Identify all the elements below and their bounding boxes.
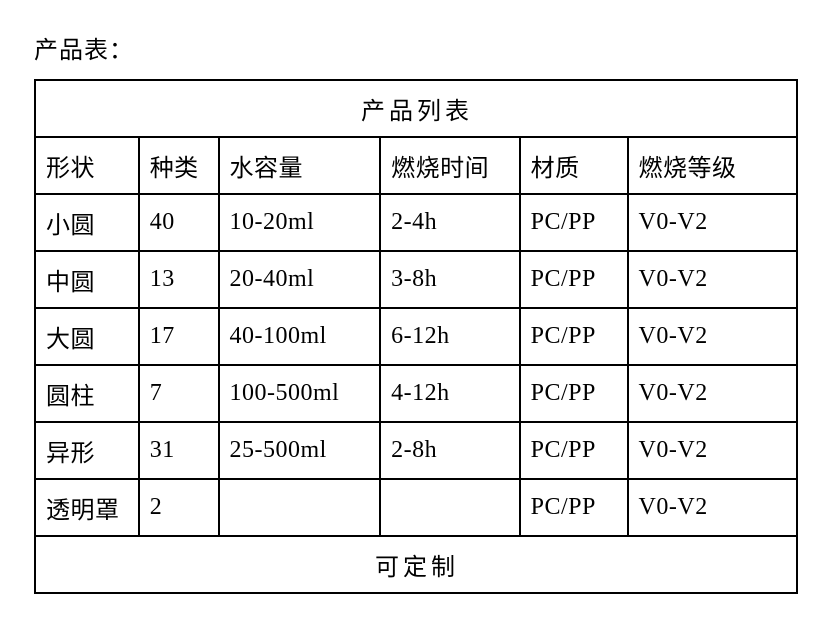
table-header-row: 形状种类水容量燃烧时间材质燃烧等级 [35, 137, 797, 194]
cell-kind: 40 [139, 194, 219, 251]
table-footer: 可定制 [35, 536, 797, 593]
column-header-shape: 形状 [35, 137, 139, 194]
cell-burn_time: 6-12h [380, 308, 520, 365]
column-header-burn_time: 燃烧时间 [380, 137, 520, 194]
table-title: 产品列表 [35, 80, 797, 137]
table-body: 小圆4010-20ml2-4hPC/PPV0-V2中圆1320-40ml3-8h… [35, 194, 797, 536]
cell-burn_time: 2-4h [380, 194, 520, 251]
cell-grade: V0-V2 [628, 251, 797, 308]
column-header-material: 材质 [520, 137, 628, 194]
table-row: 异形3125-500ml2-8hPC/PPV0-V2 [35, 422, 797, 479]
cell-burn_time: 4-12h [380, 365, 520, 422]
cell-burn_time: 2-8h [380, 422, 520, 479]
cell-capacity: 25-500ml [219, 422, 381, 479]
cell-grade: V0-V2 [628, 479, 797, 536]
cell-capacity: 100-500ml [219, 365, 381, 422]
table-title-row: 产品列表 [35, 80, 797, 137]
table-row: 中圆1320-40ml3-8hPC/PPV0-V2 [35, 251, 797, 308]
cell-capacity: 40-100ml [219, 308, 381, 365]
cell-material: PC/PP [520, 422, 628, 479]
cell-grade: V0-V2 [628, 365, 797, 422]
table-row: 小圆4010-20ml2-4hPC/PPV0-V2 [35, 194, 797, 251]
cell-shape: 大圆 [35, 308, 139, 365]
cell-material: PC/PP [520, 308, 628, 365]
table-row: 透明罩2 PC/PPV0-V2 [35, 479, 797, 536]
cell-kind: 31 [139, 422, 219, 479]
cell-material: PC/PP [520, 365, 628, 422]
page-heading: 产品表： [34, 30, 806, 65]
cell-shape: 小圆 [35, 194, 139, 251]
cell-grade: V0-V2 [628, 422, 797, 479]
cell-kind: 13 [139, 251, 219, 308]
column-header-grade: 燃烧等级 [628, 137, 797, 194]
cell-grade: V0-V2 [628, 308, 797, 365]
cell-burn_time: 3-8h [380, 251, 520, 308]
cell-shape: 透明罩 [35, 479, 139, 536]
cell-capacity: 20-40ml [219, 251, 381, 308]
cell-material: PC/PP [520, 479, 628, 536]
cell-kind: 7 [139, 365, 219, 422]
cell-shape: 圆柱 [35, 365, 139, 422]
cell-kind: 17 [139, 308, 219, 365]
column-header-capacity: 水容量 [219, 137, 381, 194]
table-row: 圆柱7100-500ml4-12hPC/PPV0-V2 [35, 365, 797, 422]
cell-capacity [219, 479, 381, 536]
cell-shape: 中圆 [35, 251, 139, 308]
column-header-kind: 种类 [139, 137, 219, 194]
cell-grade: V0-V2 [628, 194, 797, 251]
table-footer-row: 可定制 [35, 536, 797, 593]
cell-capacity: 10-20ml [219, 194, 381, 251]
cell-material: PC/PP [520, 194, 628, 251]
cell-burn_time [380, 479, 520, 536]
cell-kind: 2 [139, 479, 219, 536]
cell-material: PC/PP [520, 251, 628, 308]
table-row: 大圆1740-100ml6-12hPC/PPV0-V2 [35, 308, 797, 365]
cell-shape: 异形 [35, 422, 139, 479]
product-table: 产品列表 形状种类水容量燃烧时间材质燃烧等级 小圆4010-20ml2-4hPC… [34, 79, 798, 594]
